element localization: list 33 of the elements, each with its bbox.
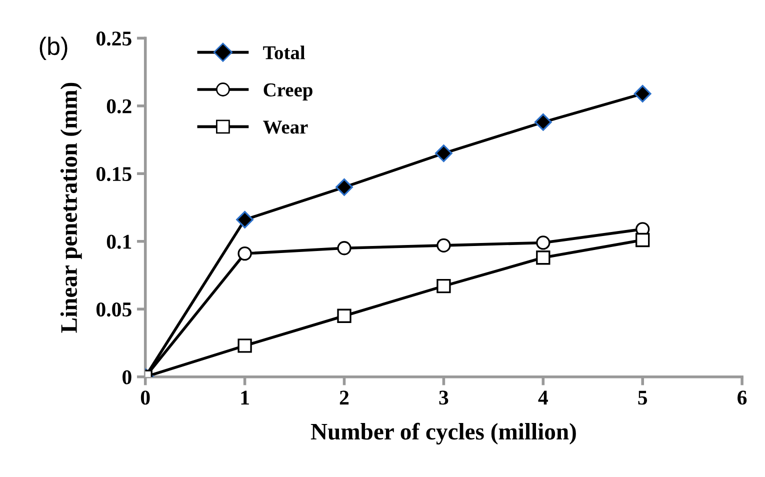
y-tick-label: 0.05 bbox=[96, 302, 132, 317]
point bbox=[236, 210, 254, 228]
point bbox=[238, 246, 252, 261]
x-tick-label: 6 bbox=[738, 390, 747, 405]
x-tick-label: 2 bbox=[340, 390, 349, 404]
y-tick-label: 0.25 bbox=[96, 32, 132, 46]
y-tick-label: 0.1 bbox=[106, 234, 132, 249]
point bbox=[238, 338, 252, 353]
x-tick-label: 1 bbox=[241, 390, 249, 404]
y-axis-title: Linear penetration (mm) bbox=[60, 82, 82, 333]
point bbox=[636, 232, 650, 248]
y-tick-label: 0.15 bbox=[96, 167, 132, 182]
legend-label: Wear bbox=[263, 120, 308, 134]
point bbox=[435, 144, 452, 162]
point bbox=[536, 250, 550, 265]
y-tick-label: 0.2 bbox=[106, 99, 132, 114]
x-tick-label: 3 bbox=[439, 390, 448, 405]
point bbox=[534, 113, 552, 131]
point bbox=[337, 241, 352, 256]
legend-label: Total bbox=[263, 46, 306, 60]
y-tick-label: 0 bbox=[122, 370, 132, 384]
x-tick-label: 4 bbox=[538, 390, 548, 404]
point bbox=[436, 238, 451, 253]
point bbox=[337, 308, 352, 323]
x-axis-title: Number of cycles (million) bbox=[310, 422, 576, 445]
text: (b) bbox=[40, 36, 68, 60]
x-tick-label: 5 bbox=[638, 390, 648, 405]
point bbox=[336, 178, 353, 196]
point bbox=[536, 236, 550, 250]
point bbox=[634, 85, 652, 102]
x-tick-label: 0 bbox=[140, 390, 150, 405]
point bbox=[436, 278, 451, 294]
legend-label: Creep bbox=[264, 83, 312, 100]
